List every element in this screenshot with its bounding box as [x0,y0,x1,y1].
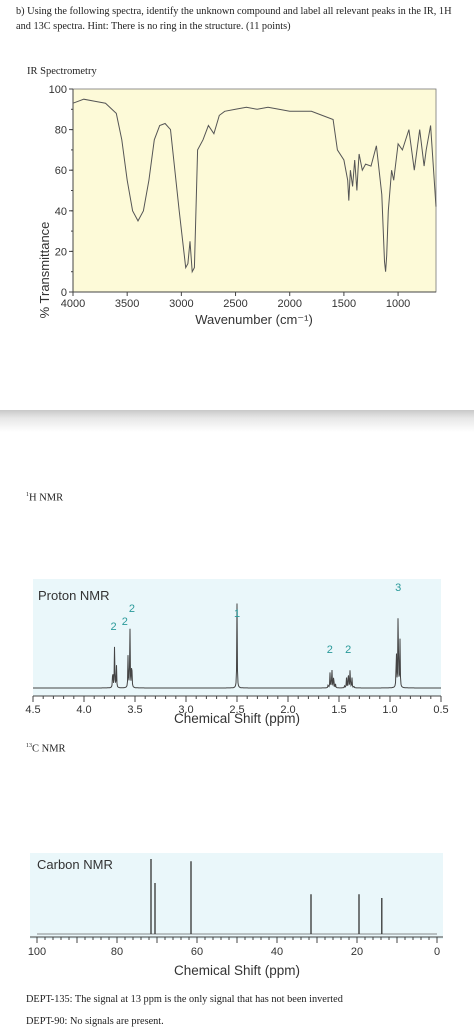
carbon-nmr-chart: Carbon NMR 100 80 60 40 20 0 Chemical Shift (… [28,853,443,978]
cnmr-label-text: C NMR [32,743,66,755]
hnmr-x-tick-label: 1.0 [382,704,397,716]
ir-plot-area [72,88,437,293]
cnmr-x-tick-label: 40 [271,946,283,958]
ir-y-axis-label: % Transmittance [37,222,52,319]
ir-y-tick-label: 100 [49,84,67,96]
cnmr-x-tick-label: 80 [111,946,123,958]
hnmr-integration-label: 3 [395,582,401,594]
dept-135-note: DEPT-135: The signal at 13 ppm is the on… [26,994,343,1005]
cnmr-plot-area [30,853,443,939]
cnmr-x-tick-label: 60 [191,946,203,958]
ir-x-tick-label: 2000 [277,298,301,310]
hnmr-x-axis-label: Chemical Shift (ppm) [174,711,300,726]
hnmr-section-label: 1H NMR [26,492,63,504]
hnmr-trace [33,603,441,689]
hnmr-label-superscript: 1 [26,492,29,498]
ir-section-label: IR Spectrometry [27,66,97,77]
ir-x-tick-label: 1500 [332,298,356,310]
dept-90-note: DEPT-90: No signals are present. [26,1016,164,1027]
ir-y-tick-label: 80 [55,125,67,137]
ir-y-tick-label: 40 [55,206,67,218]
ir-x-tick-label: 3500 [115,298,139,310]
ir-y-tick-label: 60 [55,165,67,177]
section-divider [0,410,474,432]
cnmr-x-tick-label: 20 [351,946,363,958]
hnmr-x-tick-label: 3.0 [178,704,193,716]
hnmr-integration-label: 2 [129,603,135,615]
hnmr-x-tick-label: 1.5 [331,704,346,716]
ir-x-tick-label: 4000 [61,298,85,310]
ir-x-tick-label: 1000 [386,298,410,310]
hnmr-x-tick-label: 2.5 [229,704,244,716]
cnmr-x-axis-label: Chemical Shift (ppm) [174,963,300,978]
hnmr-x-tick-label: 4.0 [76,704,91,716]
cnmr-label-superscript: 13 [26,743,32,749]
ir-x-tick-label: 3000 [169,298,193,310]
hnmr-label-text: H NMR [29,492,64,504]
cnmr-section-label: 13C NMR [26,743,66,755]
ir-x-axis-label: Wavenumber (cm⁻¹) [195,312,313,327]
hnmr-x-tick-label: 0.5 [433,704,448,716]
ir-x-tick-label: 2500 [223,298,247,310]
hnmr-integration-label: 2 [122,616,128,628]
ir-trace [72,98,437,274]
hnmr-integration-label: 2 [345,644,351,656]
hnmr-x-tick-label: 3.5 [127,704,142,716]
hnmr-integration-label: 2 [111,621,117,633]
hnmr-x-tick-label: 4.5 [25,704,40,716]
ir-y-tick-label: 20 [55,246,67,258]
hnmr-title: Proton NMR [38,588,110,603]
cnmr-x-tick-label: 100 [28,946,46,958]
hnmr-integration-label: 2 [327,644,333,656]
ir-y-tick-label: 0 [61,287,67,299]
proton-nmr-chart: Proton NMR 4.5 4.0 3.5 3.0 2.5 2.0 1.5 1.0 0.5 2… [25,579,449,726]
hnmr-integration-label: 1 [234,608,240,620]
cnmr-title: Carbon NMR [37,857,113,872]
cnmr-x-tick-label: 0 [434,946,440,958]
question-text: b) Using the following spectra, identify… [16,6,452,32]
hnmr-x-tick-label: 2.0 [280,704,295,716]
